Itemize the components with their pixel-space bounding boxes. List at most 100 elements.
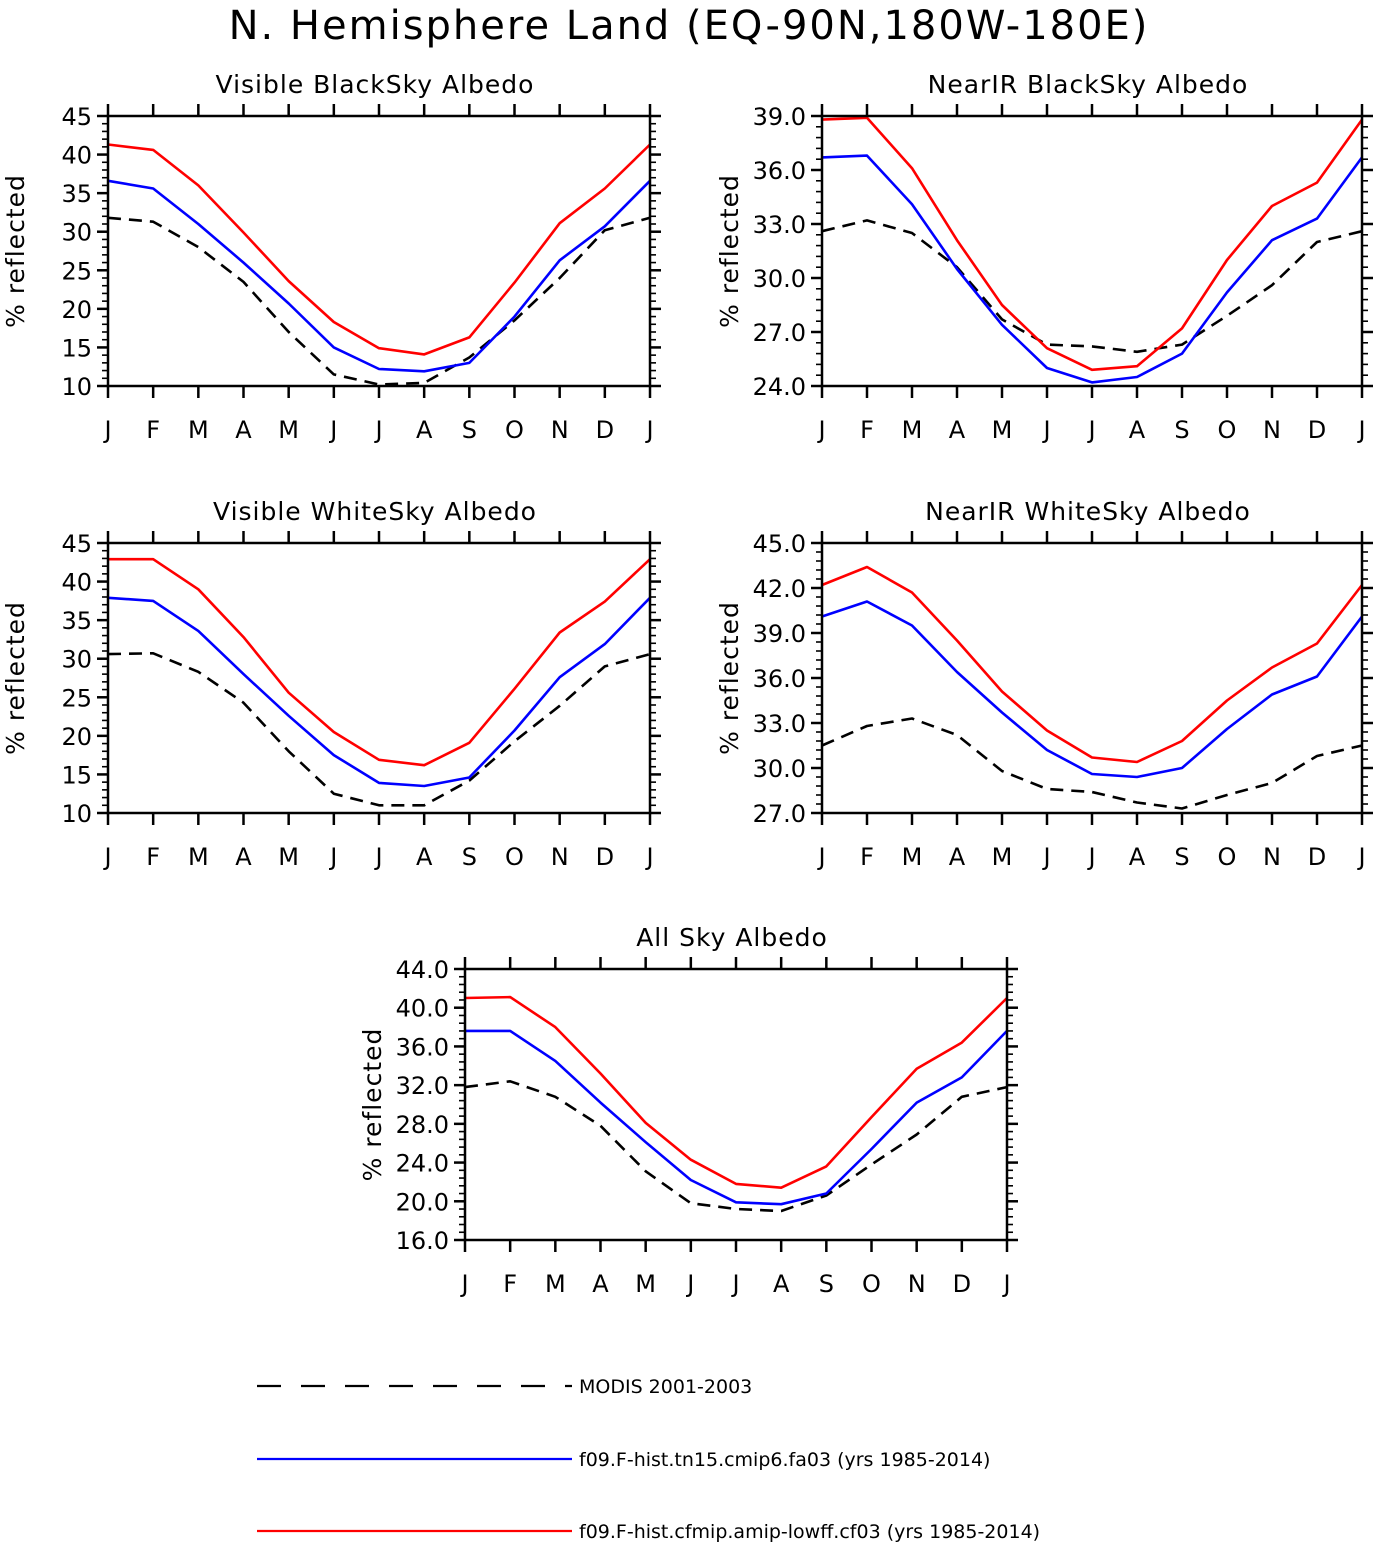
series-line-cmip6-fa03 xyxy=(465,1029,1008,1206)
y-tick-label: 45 xyxy=(61,530,92,558)
x-tick-label: M xyxy=(992,416,1013,444)
x-tick-label: J xyxy=(644,843,653,871)
x-tick-label: A xyxy=(235,843,252,871)
x-tick-label: F xyxy=(146,416,160,444)
x-tick-label: A xyxy=(949,843,966,871)
x-tick-label: J xyxy=(730,1270,739,1298)
x-tick-label: D xyxy=(1308,416,1326,444)
x-tick-label: A xyxy=(416,843,433,871)
y-tick-label: 36.0 xyxy=(396,1033,449,1061)
series-line-cfmip-cf03 xyxy=(821,565,1364,764)
x-tick-label: J xyxy=(328,416,337,444)
x-tick-label: M xyxy=(902,843,923,871)
panel-title: All Sky Albedo xyxy=(636,923,828,952)
y-tick-label: 20 xyxy=(61,296,92,324)
chart-panel-2: J F M A M J J A S O N D J24.027.030.033.036.039.0Nea… xyxy=(715,70,1373,444)
x-tick-label: O xyxy=(1218,416,1237,444)
x-tick-label: J xyxy=(1001,1270,1010,1298)
y-tick-label: 30 xyxy=(61,219,92,247)
x-tick-label: N xyxy=(551,843,569,871)
x-tick-label: F xyxy=(860,843,874,871)
x-tick-label: J xyxy=(816,843,825,871)
legend-label-cmip6-fa03: f09.F-hist.tn15.cmip6.fa03 (yrs 1985-201… xyxy=(579,1449,990,1471)
legend-label-cfmip-cf03: f09.F-hist.cfmip.amip-lowff.cf03 (yrs 19… xyxy=(579,1521,1040,1543)
y-tick-label: 10 xyxy=(61,800,92,828)
series-line-modis xyxy=(464,1080,1008,1213)
y-tick-label: 36.0 xyxy=(753,157,806,185)
series-line-modis xyxy=(107,651,651,807)
x-tick-label: A xyxy=(949,416,966,444)
legend-label-modis: MODIS 2001-2003 xyxy=(579,1376,752,1398)
y-tick-label: 36.0 xyxy=(753,665,806,693)
plot-frame xyxy=(463,967,1009,1242)
y-tick-label: 32.0 xyxy=(396,1072,449,1100)
series-line-cfmip-cf03 xyxy=(108,557,651,767)
series-line-cmip6-fa03 xyxy=(107,596,651,788)
x-tick-label: D xyxy=(1308,843,1326,871)
series-line-cfmip-cf03 xyxy=(107,143,651,356)
x-tick-label: S xyxy=(462,416,477,444)
y-tick-label: 30 xyxy=(61,646,92,674)
y-tick-label: 15 xyxy=(61,334,92,362)
x-tick-label: N xyxy=(1263,843,1281,871)
y-tick-label: 30.0 xyxy=(753,265,806,293)
y-tick-label: 24.0 xyxy=(753,373,806,401)
y-tick-label: 33.0 xyxy=(753,211,806,239)
x-tick-label: A xyxy=(235,416,252,444)
y-axis-label: % reflected xyxy=(358,1028,387,1182)
x-tick-label: A xyxy=(1129,416,1146,444)
y-tick-label: 25 xyxy=(61,257,92,285)
x-tick-label: J xyxy=(685,1270,694,1298)
x-tick-label: S xyxy=(462,843,477,871)
x-tick-label: F xyxy=(146,843,160,871)
y-tick-label: 35 xyxy=(61,607,92,635)
series-line-cmip6-fa03 xyxy=(107,179,651,373)
x-tick-label: S xyxy=(1174,416,1189,444)
x-tick-label: A xyxy=(1129,843,1146,871)
x-tick-label: F xyxy=(503,1270,517,1298)
x-tick-label: N xyxy=(1263,416,1281,444)
x-tick-label: J xyxy=(1086,843,1095,871)
series-line-cfmip-cf03 xyxy=(821,116,1364,372)
panel-title: NearIR WhiteSky Albedo xyxy=(925,497,1251,526)
x-tick-label: M xyxy=(902,416,923,444)
y-axis-label: % reflected xyxy=(1,601,30,755)
x-tick-label: M xyxy=(545,1270,566,1298)
y-tick-label: 39.0 xyxy=(753,103,806,131)
y-tick-label: 45 xyxy=(61,103,92,131)
y-tick-label: 27.0 xyxy=(753,319,806,347)
x-tick-label: F xyxy=(860,416,874,444)
x-tick-label: J xyxy=(328,843,337,871)
x-tick-label: N xyxy=(551,416,569,444)
x-tick-label: D xyxy=(596,843,614,871)
y-tick-label: 20.0 xyxy=(396,1188,449,1216)
series-line-cfmip-cf03 xyxy=(464,995,1008,1189)
y-tick-label: 45.0 xyxy=(753,530,806,558)
x-tick-label: A xyxy=(773,1270,790,1298)
x-tick-label: J xyxy=(1041,843,1050,871)
x-tick-label: O xyxy=(505,843,524,871)
x-tick-label: S xyxy=(819,1270,834,1298)
series-line-cmip6-fa03 xyxy=(821,600,1364,779)
x-tick-label: J xyxy=(1356,843,1365,871)
y-tick-label: 20 xyxy=(61,723,92,751)
x-tick-label: J xyxy=(1356,416,1365,444)
y-axis-label: % reflected xyxy=(715,601,744,755)
x-tick-label: M xyxy=(278,416,299,444)
y-tick-label: 33.0 xyxy=(753,710,806,738)
y-tick-label: 27.0 xyxy=(753,800,806,828)
x-tick-label: M xyxy=(188,843,209,871)
series-line-modis xyxy=(821,219,1363,354)
x-tick-label: J xyxy=(102,843,111,871)
y-tick-label: 42.0 xyxy=(753,575,806,603)
y-axis-label: % reflected xyxy=(715,174,744,328)
x-tick-label: J xyxy=(816,416,825,444)
x-tick-label: A xyxy=(592,1270,609,1298)
x-tick-label: S xyxy=(1174,843,1189,871)
figure-title: N. Hemisphere Land (EQ-90N,180W-180E) xyxy=(229,3,1150,49)
y-tick-label: 44.0 xyxy=(396,956,449,984)
chart-panel-5: J F M A M J J A S O N D J16.020.024.028.032.036.040.… xyxy=(358,923,1018,1298)
